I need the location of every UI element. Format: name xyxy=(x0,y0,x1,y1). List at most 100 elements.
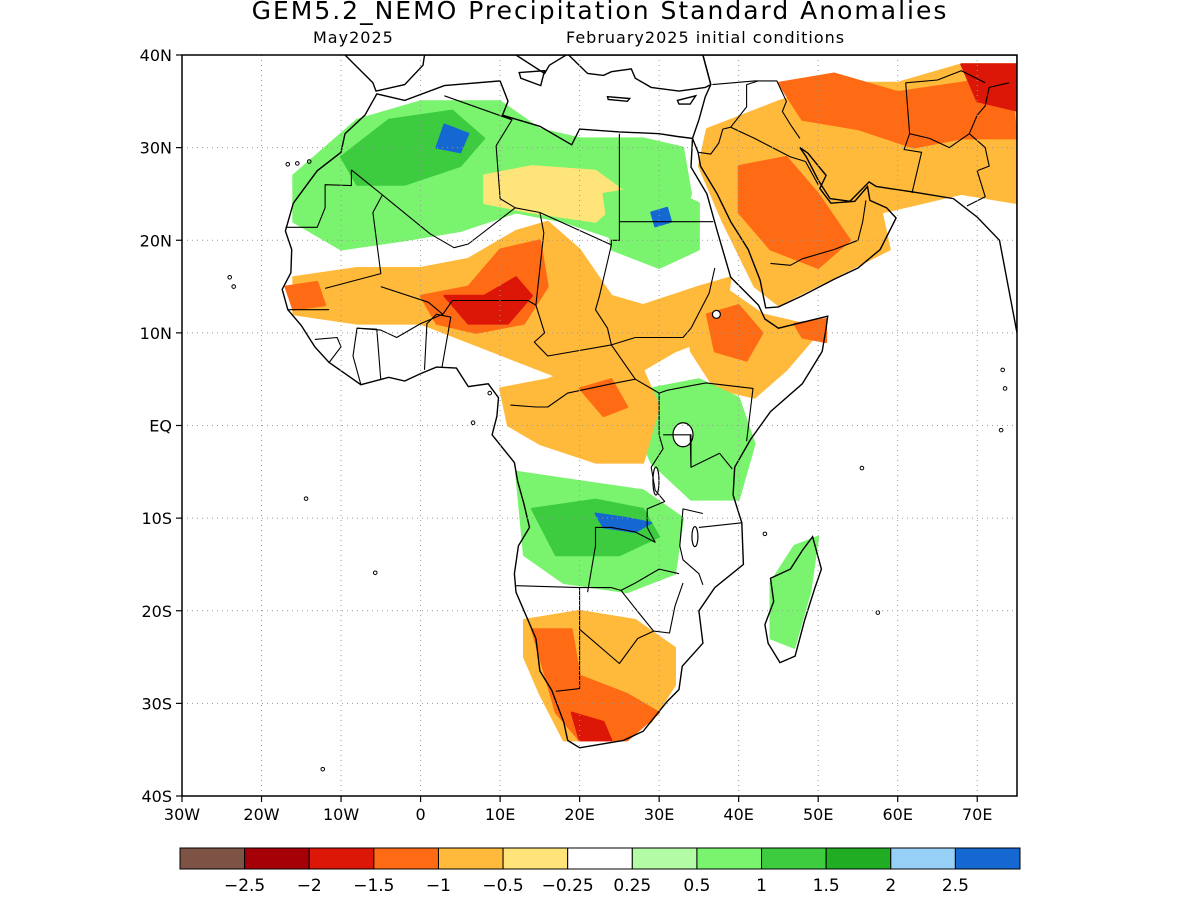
border-29 xyxy=(712,80,801,139)
colorbar-swatch xyxy=(373,847,439,870)
colorbar-label: 2 xyxy=(885,876,896,896)
island-3 xyxy=(227,275,233,280)
land-mass-4 xyxy=(519,70,545,86)
border-26 xyxy=(502,114,513,121)
x-tick-label: 10E xyxy=(485,805,515,824)
coastline-1 xyxy=(764,535,823,664)
colorbar-swatch xyxy=(761,847,827,870)
y-tick-label: 40S xyxy=(141,787,172,806)
border-10 xyxy=(510,344,636,408)
border-23 xyxy=(352,327,382,385)
colorbar-label: 0.5 xyxy=(683,876,710,896)
island-7 xyxy=(875,610,881,615)
x-tick-label: 30W xyxy=(164,805,200,824)
graticule xyxy=(182,55,1017,796)
island-6 xyxy=(859,465,865,471)
colorbar-swatch xyxy=(502,847,569,870)
island-2 xyxy=(285,161,291,167)
border-19 xyxy=(679,508,704,585)
border-33 xyxy=(905,70,986,84)
colorbar-label: −2.5 xyxy=(224,876,265,896)
anomaly-layer xyxy=(284,63,1017,742)
x-tick-label: 40E xyxy=(723,805,753,824)
colorbar-swatch xyxy=(696,847,763,870)
anomaly-south-africa-dark-red xyxy=(570,711,613,742)
x-tick-label: 10W xyxy=(323,805,359,824)
initial-conditions: February2025 initial conditions xyxy=(566,28,846,47)
x-tick-label: 20E xyxy=(564,805,594,824)
colorbar: −2.5 −2 −1.5 −1 −0.5 −0.25 0.25 0.5 1 1.5 2 2.5 xyxy=(179,847,1021,896)
colorbar-swatch xyxy=(437,847,504,870)
colorbar-label: 0.25 xyxy=(613,876,651,896)
colorbar-swatch xyxy=(890,847,956,870)
colorbar-swatch xyxy=(825,847,892,870)
colorbar-label: −1.5 xyxy=(353,876,394,896)
island-10 xyxy=(998,427,1004,433)
border-1 xyxy=(324,169,383,289)
island-15 xyxy=(320,766,326,772)
border-17 xyxy=(579,628,654,665)
y-tick-label: 30S xyxy=(141,694,172,713)
anomaly-sudan-green xyxy=(602,183,700,269)
island-8 xyxy=(762,531,768,537)
island-4 xyxy=(231,284,236,289)
colorbar-swatch xyxy=(954,847,1021,870)
island-9 xyxy=(1002,386,1008,391)
border-32 xyxy=(903,82,923,194)
map-title: GEM5.2_NEMO Precipitation Standard Anoma… xyxy=(251,0,949,25)
lake-tanganyika xyxy=(652,466,660,496)
colorbar-label: −1 xyxy=(426,876,451,896)
coastline-0 xyxy=(281,80,829,749)
x-tick-label: 0 xyxy=(415,805,425,824)
coastline-3 xyxy=(344,55,712,92)
anomaly-ethiopia-red-orange xyxy=(705,304,764,362)
valid-month: May2025 xyxy=(313,28,394,47)
border-34 xyxy=(909,82,1010,149)
coastline-layer xyxy=(227,55,1017,772)
island-12 xyxy=(470,420,476,426)
coastline-2 xyxy=(691,55,1017,334)
island-5 xyxy=(372,570,378,576)
island-0 xyxy=(295,161,300,166)
anomaly-algeria-blue xyxy=(435,123,470,154)
border-30 xyxy=(833,200,867,251)
y-tick-label: 20N xyxy=(140,231,172,250)
lake-malawi xyxy=(691,526,699,548)
colorbar-label: −0.5 xyxy=(482,876,523,896)
y-tick-label: 20S xyxy=(141,602,172,621)
colorbar-label: −0.25 xyxy=(542,876,594,896)
x-tick-label: 50E xyxy=(803,805,833,824)
colorbar-swatch xyxy=(244,847,310,870)
anomaly-congo-orange xyxy=(499,359,661,464)
x-tick-label: 30E xyxy=(644,805,674,824)
border-16 xyxy=(620,582,684,634)
border-4 xyxy=(539,133,620,246)
anomaly-madagascar-green xyxy=(769,535,820,649)
colorbar-swatch xyxy=(631,847,698,870)
y-tick-label: 40N xyxy=(140,46,172,65)
y-tick-label: 30N xyxy=(140,139,172,158)
border-24 xyxy=(314,336,342,363)
colorbar-swatch xyxy=(179,847,246,870)
border-0 xyxy=(285,169,352,228)
anomaly-sudan-blue xyxy=(650,206,673,228)
border-28 xyxy=(730,80,759,128)
border-7 xyxy=(594,244,716,346)
colorbar-label: 1 xyxy=(756,876,767,896)
border-2 xyxy=(382,194,541,249)
coastline-4 xyxy=(518,69,546,87)
y-tick-label: 10S xyxy=(141,509,172,528)
border-8 xyxy=(533,304,612,357)
border-35 xyxy=(966,133,990,207)
island-11 xyxy=(1000,367,1005,373)
anomaly-somalia-red xyxy=(793,318,828,344)
coastline-5 xyxy=(606,95,632,103)
border-3 xyxy=(495,145,516,209)
y-tick-label: 10N xyxy=(140,324,172,343)
axis-ticks: 30W 20W 10W 0 10E 20E 30E 40E 50E 60E 70E 40N 30N 20N… xyxy=(140,46,993,824)
colorbar-label: 1.5 xyxy=(813,876,840,896)
island-1 xyxy=(306,159,312,164)
island-14 xyxy=(303,496,309,501)
border-6 xyxy=(380,212,545,315)
